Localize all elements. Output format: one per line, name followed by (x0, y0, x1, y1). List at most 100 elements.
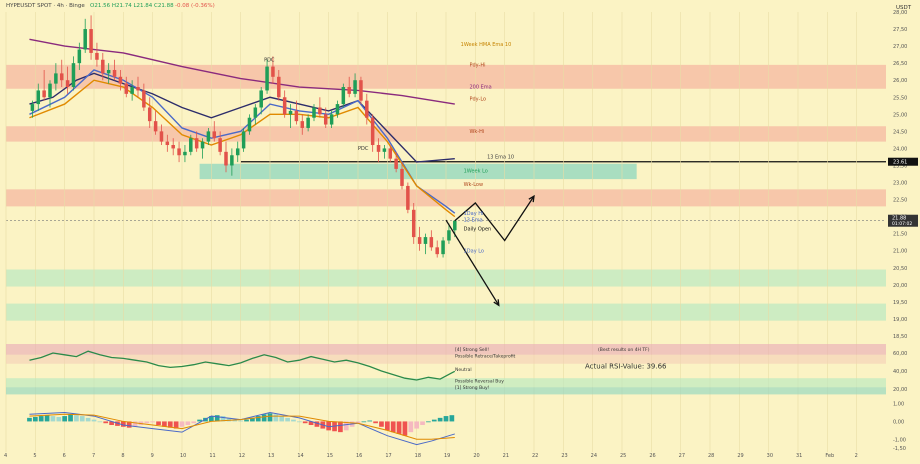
chart-annotation: 1Week Lo (464, 168, 488, 174)
candle-body (300, 121, 305, 128)
macd-histogram-bar (185, 421, 191, 425)
time-tick-label: 22 (532, 453, 538, 459)
candle-body (177, 148, 181, 156)
candle-body (65, 80, 70, 88)
macd-histogram-bar (291, 419, 296, 422)
macd-histogram-bar (338, 421, 343, 433)
time-tick-label: 8 (121, 453, 124, 459)
macd-histogram-bar (308, 421, 314, 425)
chart-annotation: 1Day Hi (464, 211, 484, 217)
time-tick-label: 21 (503, 453, 509, 459)
candle-body (259, 90, 263, 108)
candle-body (306, 117, 310, 128)
macd-histogram-bar (361, 421, 367, 423)
time-tick-label: 15 (327, 453, 333, 459)
rsi-lower-band (6, 378, 886, 388)
level-price-tag (888, 157, 918, 166)
macd-histogram-bar (261, 414, 267, 422)
macd-histogram-bar (355, 421, 361, 424)
candle-body (71, 63, 76, 88)
candle-body (77, 49, 82, 64)
macd-histogram-bar (150, 421, 156, 423)
price-tick-label: 27,50 (893, 27, 907, 33)
currency-label[interactable]: USDT (896, 5, 912, 11)
time-tick-label: 29 (737, 453, 743, 459)
time-tick-label: 18 (415, 453, 421, 459)
chart-annotation: Wk-Hi (469, 129, 484, 135)
macd-panel: 1,00 0,00 -1,00 -1,50 (27, 402, 906, 452)
macd-histogram-bar (343, 421, 349, 431)
macd-histogram-bar (420, 421, 425, 425)
macd-histogram-bar (390, 421, 396, 433)
price-tick-label: 21,50 (893, 232, 907, 238)
candle-body (30, 104, 35, 111)
projection-arrow-down (445, 219, 500, 306)
candle-body (271, 66, 275, 77)
candle-body (288, 110, 293, 115)
price-tick-label: 25,00 (893, 112, 907, 118)
candle-body (370, 117, 375, 146)
price-tick-label: 21,00 (893, 249, 907, 255)
macd-histogram-bar (220, 416, 226, 422)
macd-signal-line (29, 413, 455, 440)
candle-body (165, 141, 170, 146)
candle-body (353, 80, 357, 94)
candle-body (359, 80, 363, 101)
candle-body (200, 141, 205, 149)
rsi-value-label: Actual RSI-Value: 39.66 (585, 362, 667, 370)
candle-body (441, 240, 445, 255)
macd-histogram-bar (173, 421, 179, 429)
candle-body (411, 209, 416, 238)
time-tick-label: 16 (356, 453, 362, 459)
price-tick-label: 24,50 (893, 129, 907, 135)
candle-body (341, 87, 346, 105)
time-tick-label: 10 (180, 453, 186, 459)
chart-annotation: Pdy-Lo (469, 97, 486, 103)
candle-body (48, 83, 52, 98)
candle-body (194, 138, 199, 149)
candle-body (277, 76, 281, 98)
candle-body (189, 138, 193, 152)
candle-body (183, 151, 187, 156)
candle-body (36, 90, 41, 105)
macd-histogram-bar (437, 417, 443, 422)
price-tick-label: 24,00 (893, 146, 907, 152)
macd-histogram-bar (267, 413, 273, 422)
candles-layer (30, 15, 457, 258)
candle-body (42, 90, 46, 98)
price-tick-label: 27,00 (893, 44, 907, 50)
macd-line (29, 411, 455, 446)
macd-histogram-bar (426, 421, 431, 423)
macd-histogram-bar (44, 415, 50, 422)
candle-body (230, 155, 234, 166)
candle-body (218, 138, 222, 152)
candle-body (206, 131, 211, 142)
rsi-band-label: [4] Strong Sell! (455, 347, 489, 353)
candle-body (54, 73, 58, 84)
candle-body (347, 87, 351, 94)
candle-body (95, 52, 99, 60)
time-tick-label: 14 (297, 453, 303, 459)
time-tick-label: 9 (151, 453, 154, 459)
macd-tick-label: -1,00 (893, 437, 906, 443)
chart-annotation: 200 Ema (469, 85, 491, 91)
last-price-label: 21.88 (892, 216, 906, 222)
candle-body (400, 168, 404, 186)
candle-body (282, 97, 287, 115)
candle-body (294, 110, 299, 122)
macd-histogram-bar (302, 421, 308, 424)
rsi-overbought-band (6, 344, 886, 355)
price-tick-label: 23,50 (893, 163, 907, 169)
candle-body (101, 59, 105, 74)
macd-histogram-bar (62, 416, 68, 422)
candle-body (253, 107, 258, 118)
macd-histogram-bar (238, 420, 244, 422)
macd-histogram-bar (120, 421, 126, 427)
candle-body (124, 83, 129, 94)
time-tick-label: 27 (679, 453, 685, 459)
candle-body (147, 107, 152, 122)
rsi-panel: [4] Strong Sell!Possible Retrace/Takepro… (6, 344, 907, 395)
candle-body (153, 121, 158, 132)
